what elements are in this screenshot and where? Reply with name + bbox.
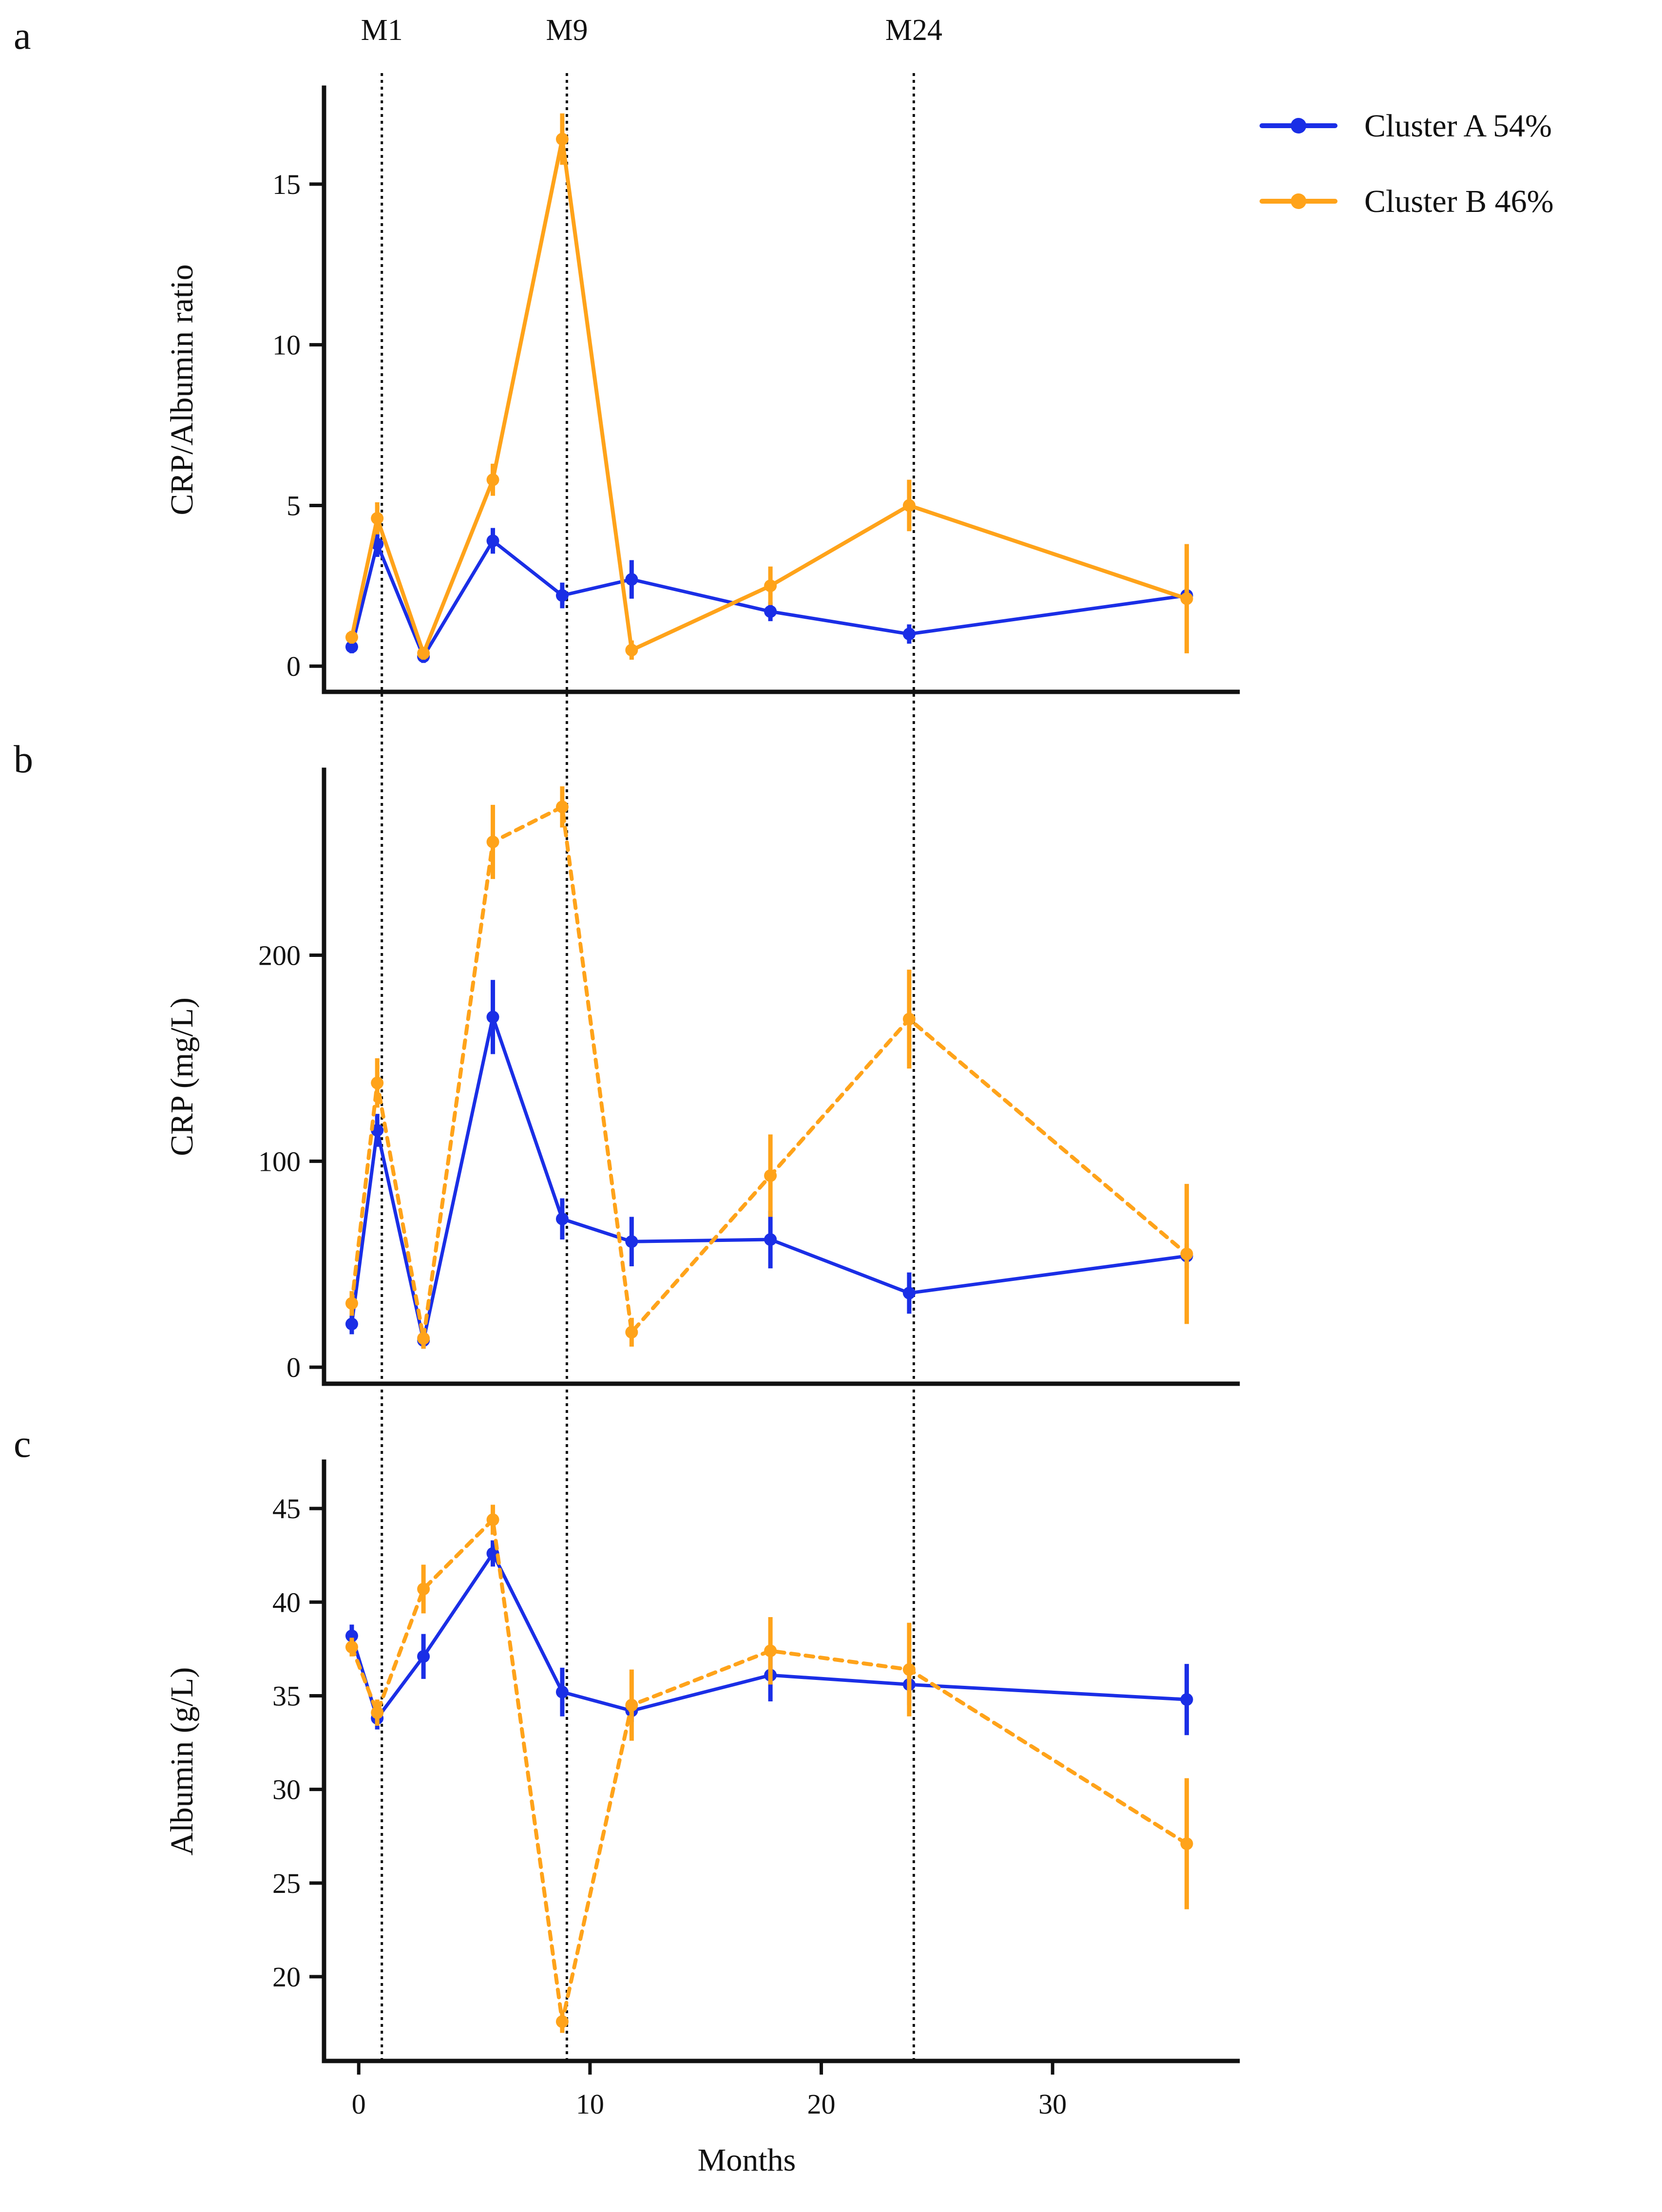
panel-b: b 0 100 200 CRP (mg/L) — [14, 738, 1240, 1386]
y-tick-label: 200 — [258, 940, 301, 972]
data-point — [417, 1650, 430, 1663]
data-point — [486, 473, 499, 486]
data-point — [555, 1685, 569, 1698]
data-point — [555, 1212, 569, 1225]
data-point — [486, 1513, 499, 1526]
y-tick-label: 45 — [272, 1493, 301, 1525]
y-tick-label: 10 — [272, 329, 301, 361]
x-tick-label: 30 — [1038, 2088, 1067, 2120]
data-point — [902, 1286, 916, 1299]
data-point — [764, 579, 777, 592]
y-tick-label: 30 — [272, 1774, 301, 1806]
data-point — [1180, 1693, 1193, 1706]
y-tick-label: 15 — [272, 169, 301, 200]
panel-letter: b — [14, 738, 33, 781]
y-tick-label: 25 — [272, 1868, 301, 1899]
legend: Cluster A 54% Cluster B 46% — [1260, 108, 1554, 219]
data-point — [486, 534, 499, 547]
panel-letter: a — [14, 15, 31, 57]
y-tick-label: 35 — [272, 1680, 301, 1712]
data-point — [555, 133, 569, 146]
reference-line-label: M24 — [885, 14, 942, 47]
series-line — [349, 1518, 1189, 2024]
series-cluster-b — [345, 1505, 1193, 2033]
y-tick-label: 100 — [258, 1145, 301, 1177]
data-point — [371, 1706, 384, 1719]
data-point — [764, 1233, 777, 1246]
y-axis-title: Albumin (g/L) — [164, 1667, 200, 1856]
data-point — [902, 499, 916, 512]
series-cluster-b — [345, 113, 1193, 660]
data-point — [1180, 592, 1193, 605]
data-point — [625, 573, 638, 586]
x-tick-label: 0 — [352, 2088, 366, 2120]
legend-item-cluster-a: Cluster A 54% — [1260, 108, 1552, 144]
data-point — [625, 1698, 638, 1712]
y-tick-label: 0 — [287, 1352, 301, 1383]
panel-letter: c — [14, 1423, 31, 1466]
panel-a: a 0 5 10 15 CRP/Albumin ratio — [14, 15, 1240, 694]
data-point — [555, 801, 569, 814]
data-point — [345, 640, 358, 653]
data-point — [555, 2015, 569, 2028]
data-point — [1180, 1247, 1193, 1260]
panels: a 0 5 10 15 CRP/Albumin ratio b 0 100 200 CRP (mg/… — [14, 15, 1240, 2063]
x-tick-label: 20 — [807, 2088, 836, 2120]
data-point — [555, 589, 569, 602]
y-tick-label: 40 — [272, 1586, 301, 1618]
y-tick-label: 5 — [287, 490, 301, 521]
data-point — [764, 605, 777, 618]
x-tick-label: 10 — [576, 2088, 604, 2120]
data-point — [625, 1326, 638, 1339]
data-point — [371, 1076, 384, 1089]
y-axis-title: CRP (mg/L) — [164, 997, 200, 1156]
data-point — [345, 1297, 358, 1310]
y-tick-label: 0 — [287, 650, 301, 682]
data-point — [486, 1011, 499, 1024]
series-cluster-b — [345, 786, 1193, 1349]
data-point — [625, 644, 638, 657]
legend-label: Cluster A 54% — [1364, 108, 1552, 144]
data-point — [345, 1317, 358, 1331]
legend-item-cluster-b: Cluster B 46% — [1260, 184, 1554, 219]
reference-line-label: M1 — [361, 14, 403, 47]
data-point — [371, 512, 384, 525]
data-point — [902, 1012, 916, 1026]
data-point — [764, 1169, 777, 1182]
x-axis-title: Months — [698, 2142, 796, 2178]
y-tick-label: 20 — [272, 1961, 301, 1993]
legend-marker — [1291, 193, 1306, 209]
data-point — [902, 1663, 916, 1676]
data-point — [764, 1644, 777, 1658]
y-axis-title: CRP/Albumin ratio — [164, 264, 200, 515]
data-point — [417, 1583, 430, 1596]
data-point — [417, 1332, 430, 1345]
data-point — [345, 1629, 358, 1642]
data-point — [902, 628, 916, 641]
data-point — [486, 835, 499, 848]
legend-label: Cluster B 46% — [1364, 184, 1554, 219]
data-point — [417, 647, 430, 660]
legend-marker — [1291, 118, 1306, 133]
reference-line-label: M9 — [546, 14, 588, 47]
x-axis: 0 10 20 30 Months — [352, 2061, 1067, 2178]
data-point — [625, 1235, 638, 1248]
data-point — [1180, 1837, 1193, 1850]
data-point — [345, 630, 358, 644]
panel-c: c 20 25 30 35 40 45 Albumin (g/L) — [14, 1423, 1240, 2063]
data-point — [345, 1640, 358, 1654]
reference-lines: M1 M9 M24 — [361, 14, 942, 2061]
